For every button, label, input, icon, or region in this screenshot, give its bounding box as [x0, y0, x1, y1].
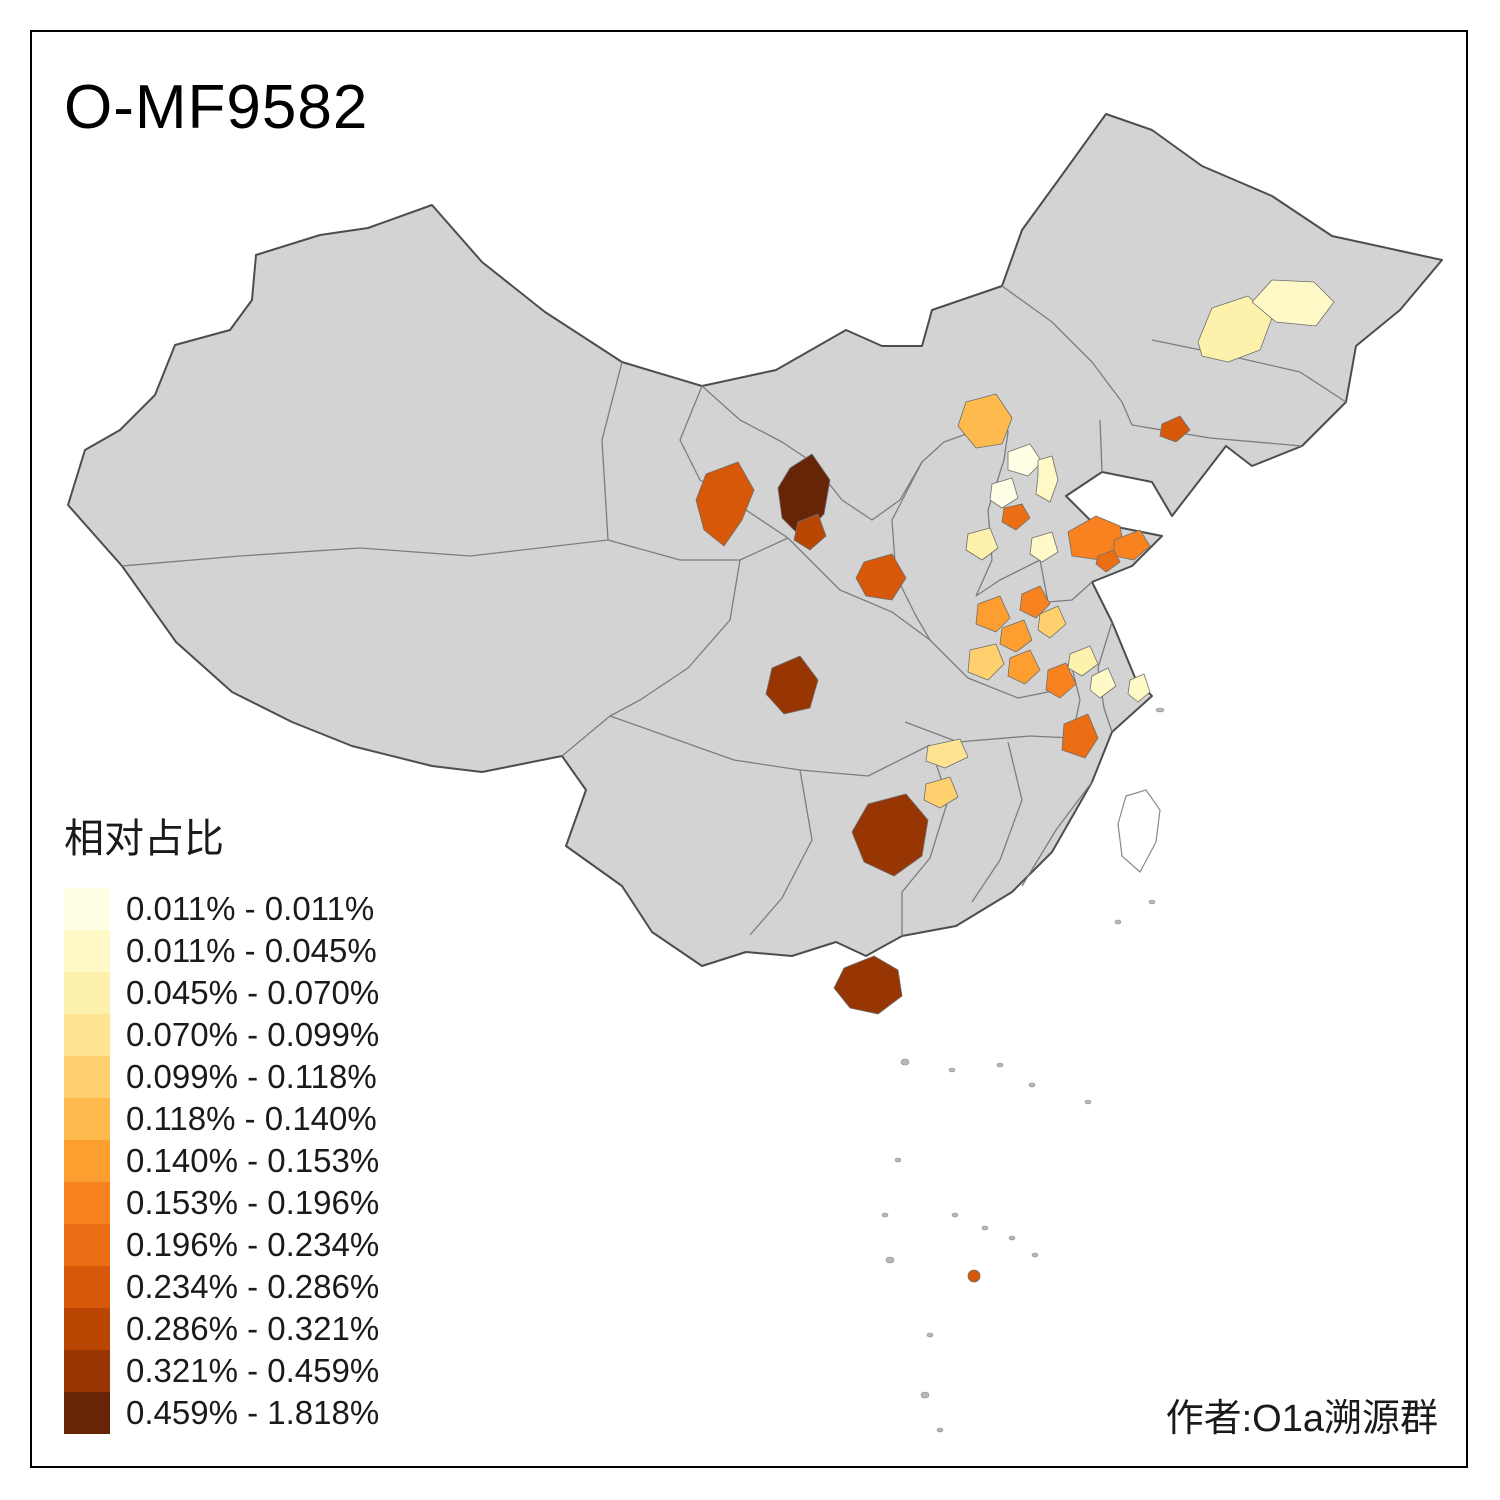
region-anhui-east: [1089, 667, 1117, 699]
legend-swatch: [64, 1392, 110, 1434]
region-henan-east: [1037, 605, 1067, 639]
region-anhui-north: [1067, 645, 1099, 677]
legend-label: 0.153% - 0.196%: [126, 1184, 380, 1221]
region-shanxi-central: [965, 527, 999, 561]
legend-swatch: [64, 1056, 110, 1098]
legend-swatch: [64, 1350, 110, 1392]
region-inner-mongolia-south: [957, 393, 1013, 449]
legend-label: 0.196% - 0.234%: [126, 1226, 380, 1263]
legend-label: 0.045% - 0.070%: [126, 974, 380, 1011]
region-jiangxi-north: [1061, 713, 1099, 759]
legend-item: 0.099% - 0.118%: [64, 1056, 379, 1098]
legend-label: 0.011% - 0.045%: [126, 932, 377, 969]
legend-label: 0.118% - 0.140%: [126, 1100, 377, 1137]
legend-item: 0.286% - 0.321%: [64, 1308, 379, 1350]
region-hebei-shandong-border: [1029, 531, 1059, 563]
region-hunan-central: [923, 776, 959, 809]
region-chongqing: [765, 655, 819, 715]
region-hainan: [833, 955, 903, 1015]
region-henan-north: [1019, 585, 1051, 619]
legend-swatch: [64, 888, 110, 930]
region-anhui-west: [1045, 662, 1077, 699]
region-hebei-south: [1001, 503, 1031, 531]
legend-swatch: [64, 1224, 110, 1266]
legend-item: 0.070% - 0.099%: [64, 1014, 379, 1056]
region-shaanxi-north: [855, 553, 907, 601]
region-liaoning-central: [1159, 415, 1191, 443]
legend-title: 相对占比: [64, 817, 224, 861]
legend-item: 0.153% - 0.196%: [64, 1182, 379, 1224]
legend-label: 0.321% - 0.459%: [126, 1352, 380, 1389]
legend-item: 0.045% - 0.070%: [64, 972, 379, 1014]
legend-item: 0.234% - 0.286%: [64, 1266, 379, 1308]
legend-item: 0.118% - 0.140%: [64, 1098, 379, 1140]
page-title: O-MF9582: [64, 73, 369, 142]
taiwan-island: [1117, 789, 1161, 873]
legend-label: 0.011% - 0.011%: [126, 890, 375, 927]
colored-regions: [695, 279, 1335, 1283]
legend-label: 0.234% - 0.286%: [126, 1268, 380, 1305]
region-heilongjiang-west: [1197, 295, 1273, 363]
region-beijing: [1007, 443, 1043, 477]
region-shaanxi-yulin-south: [793, 513, 827, 551]
legend-label: 0.459% - 1.818%: [126, 1394, 380, 1431]
south-china-sea-islands: [881, 707, 1165, 1433]
legend-swatch: [64, 1014, 110, 1056]
region-hunan-north: [925, 738, 969, 769]
legend-item: 0.196% - 0.234%: [64, 1224, 379, 1266]
legend-item: 0.459% - 1.818%: [64, 1392, 379, 1434]
legend-swatch: [64, 1266, 110, 1308]
region-guizhou: [851, 793, 929, 877]
region-shandong-south: [1095, 549, 1121, 573]
legend-swatch: [64, 972, 110, 1014]
region-shanghai: [1127, 673, 1151, 703]
region-tianjin: [1035, 455, 1059, 503]
legend: 相对占比 0.011% - 0.011% 0.011% - 0.045% 0.0…: [64, 806, 379, 1434]
legend-swatch: [64, 1098, 110, 1140]
region-heilongjiang-east: [1251, 279, 1335, 327]
region-henan-west: [975, 595, 1011, 633]
legend-item: 0.321% - 0.459%: [64, 1350, 379, 1392]
legend-swatch: [64, 1182, 110, 1224]
legend-label: 0.070% - 0.099%: [126, 1016, 380, 1053]
legend-label: 0.140% - 0.153%: [126, 1142, 380, 1179]
legend-swatch: [64, 1140, 110, 1182]
attribution: 作者:O1a溯源群: [1165, 1398, 1438, 1440]
legend-swatch: [64, 1308, 110, 1350]
legend-label: 0.099% - 0.118%: [126, 1058, 377, 1095]
legend-item: 0.140% - 0.153%: [64, 1140, 379, 1182]
legend-item: 0.011% - 0.011%: [64, 888, 379, 930]
legend-swatch: [64, 930, 110, 972]
region-hubei-north: [1007, 649, 1041, 685]
region-henan-south: [967, 643, 1005, 681]
china-mainland: [67, 113, 1443, 967]
legend-rows: 0.011% - 0.011% 0.011% - 0.045% 0.045% -…: [64, 888, 379, 1434]
region-henan-central: [999, 619, 1033, 653]
legend-label: 0.286% - 0.321%: [126, 1310, 380, 1347]
legend-item: 0.011% - 0.045%: [64, 930, 379, 972]
region-hebei-central: [989, 477, 1019, 509]
region-ningxia: [695, 461, 755, 547]
region-south-sea-island: [967, 1269, 981, 1283]
